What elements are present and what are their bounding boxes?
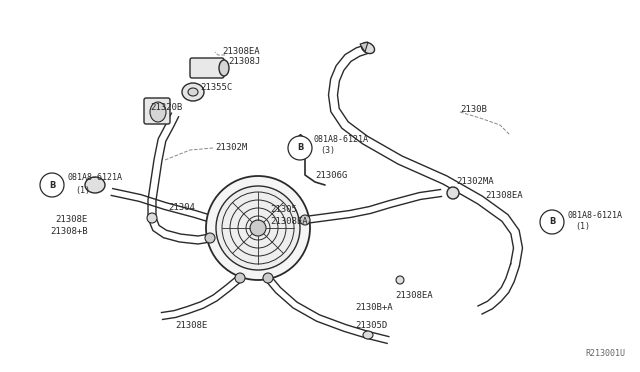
Text: 21308EA: 21308EA [395,291,433,299]
Text: B: B [49,180,55,189]
Circle shape [250,220,266,236]
Ellipse shape [188,88,198,96]
Text: 21355C: 21355C [200,83,232,93]
Circle shape [205,233,215,243]
Text: 21308EA: 21308EA [485,190,523,199]
Circle shape [235,273,245,283]
Polygon shape [360,42,368,52]
Text: 081A8-6121A: 081A8-6121A [568,211,623,219]
Text: 21320B: 21320B [150,103,182,112]
Circle shape [216,186,300,270]
Circle shape [206,176,310,280]
Ellipse shape [362,42,374,54]
Text: 2130B: 2130B [460,106,487,115]
Text: (1): (1) [75,186,90,195]
Text: 21308E: 21308E [55,215,87,224]
Ellipse shape [147,213,157,223]
Ellipse shape [182,83,204,101]
Text: 21305: 21305 [270,205,297,215]
Ellipse shape [219,60,229,76]
Ellipse shape [85,177,105,193]
Text: B: B [297,144,303,153]
Ellipse shape [363,331,373,339]
Text: 21308J: 21308J [228,58,260,67]
Text: 21302MA: 21302MA [456,177,493,186]
FancyBboxPatch shape [190,58,224,78]
Text: 21308EA: 21308EA [270,218,308,227]
Text: 081A8-6121A: 081A8-6121A [313,135,368,144]
Ellipse shape [447,187,459,199]
Circle shape [40,173,64,197]
Text: 21308E: 21308E [175,321,207,330]
Text: 081A8-6121A: 081A8-6121A [68,173,123,183]
Text: (1): (1) [575,222,590,231]
Text: 21308+B: 21308+B [50,228,88,237]
Text: 21305D: 21305D [355,321,387,330]
Text: R213001U: R213001U [585,349,625,358]
Text: 21306G: 21306G [315,170,348,180]
Circle shape [540,210,564,234]
Text: (3): (3) [320,145,335,154]
Ellipse shape [396,276,404,284]
Circle shape [263,273,273,283]
Text: 21308EA: 21308EA [222,48,260,57]
Ellipse shape [150,102,166,122]
Text: B: B [549,218,555,227]
Text: 21304: 21304 [168,203,195,212]
Circle shape [288,136,312,160]
Text: 2130B+A: 2130B+A [355,304,392,312]
Text: 21302M: 21302M [215,144,247,153]
Circle shape [300,215,310,225]
FancyBboxPatch shape [144,98,170,124]
